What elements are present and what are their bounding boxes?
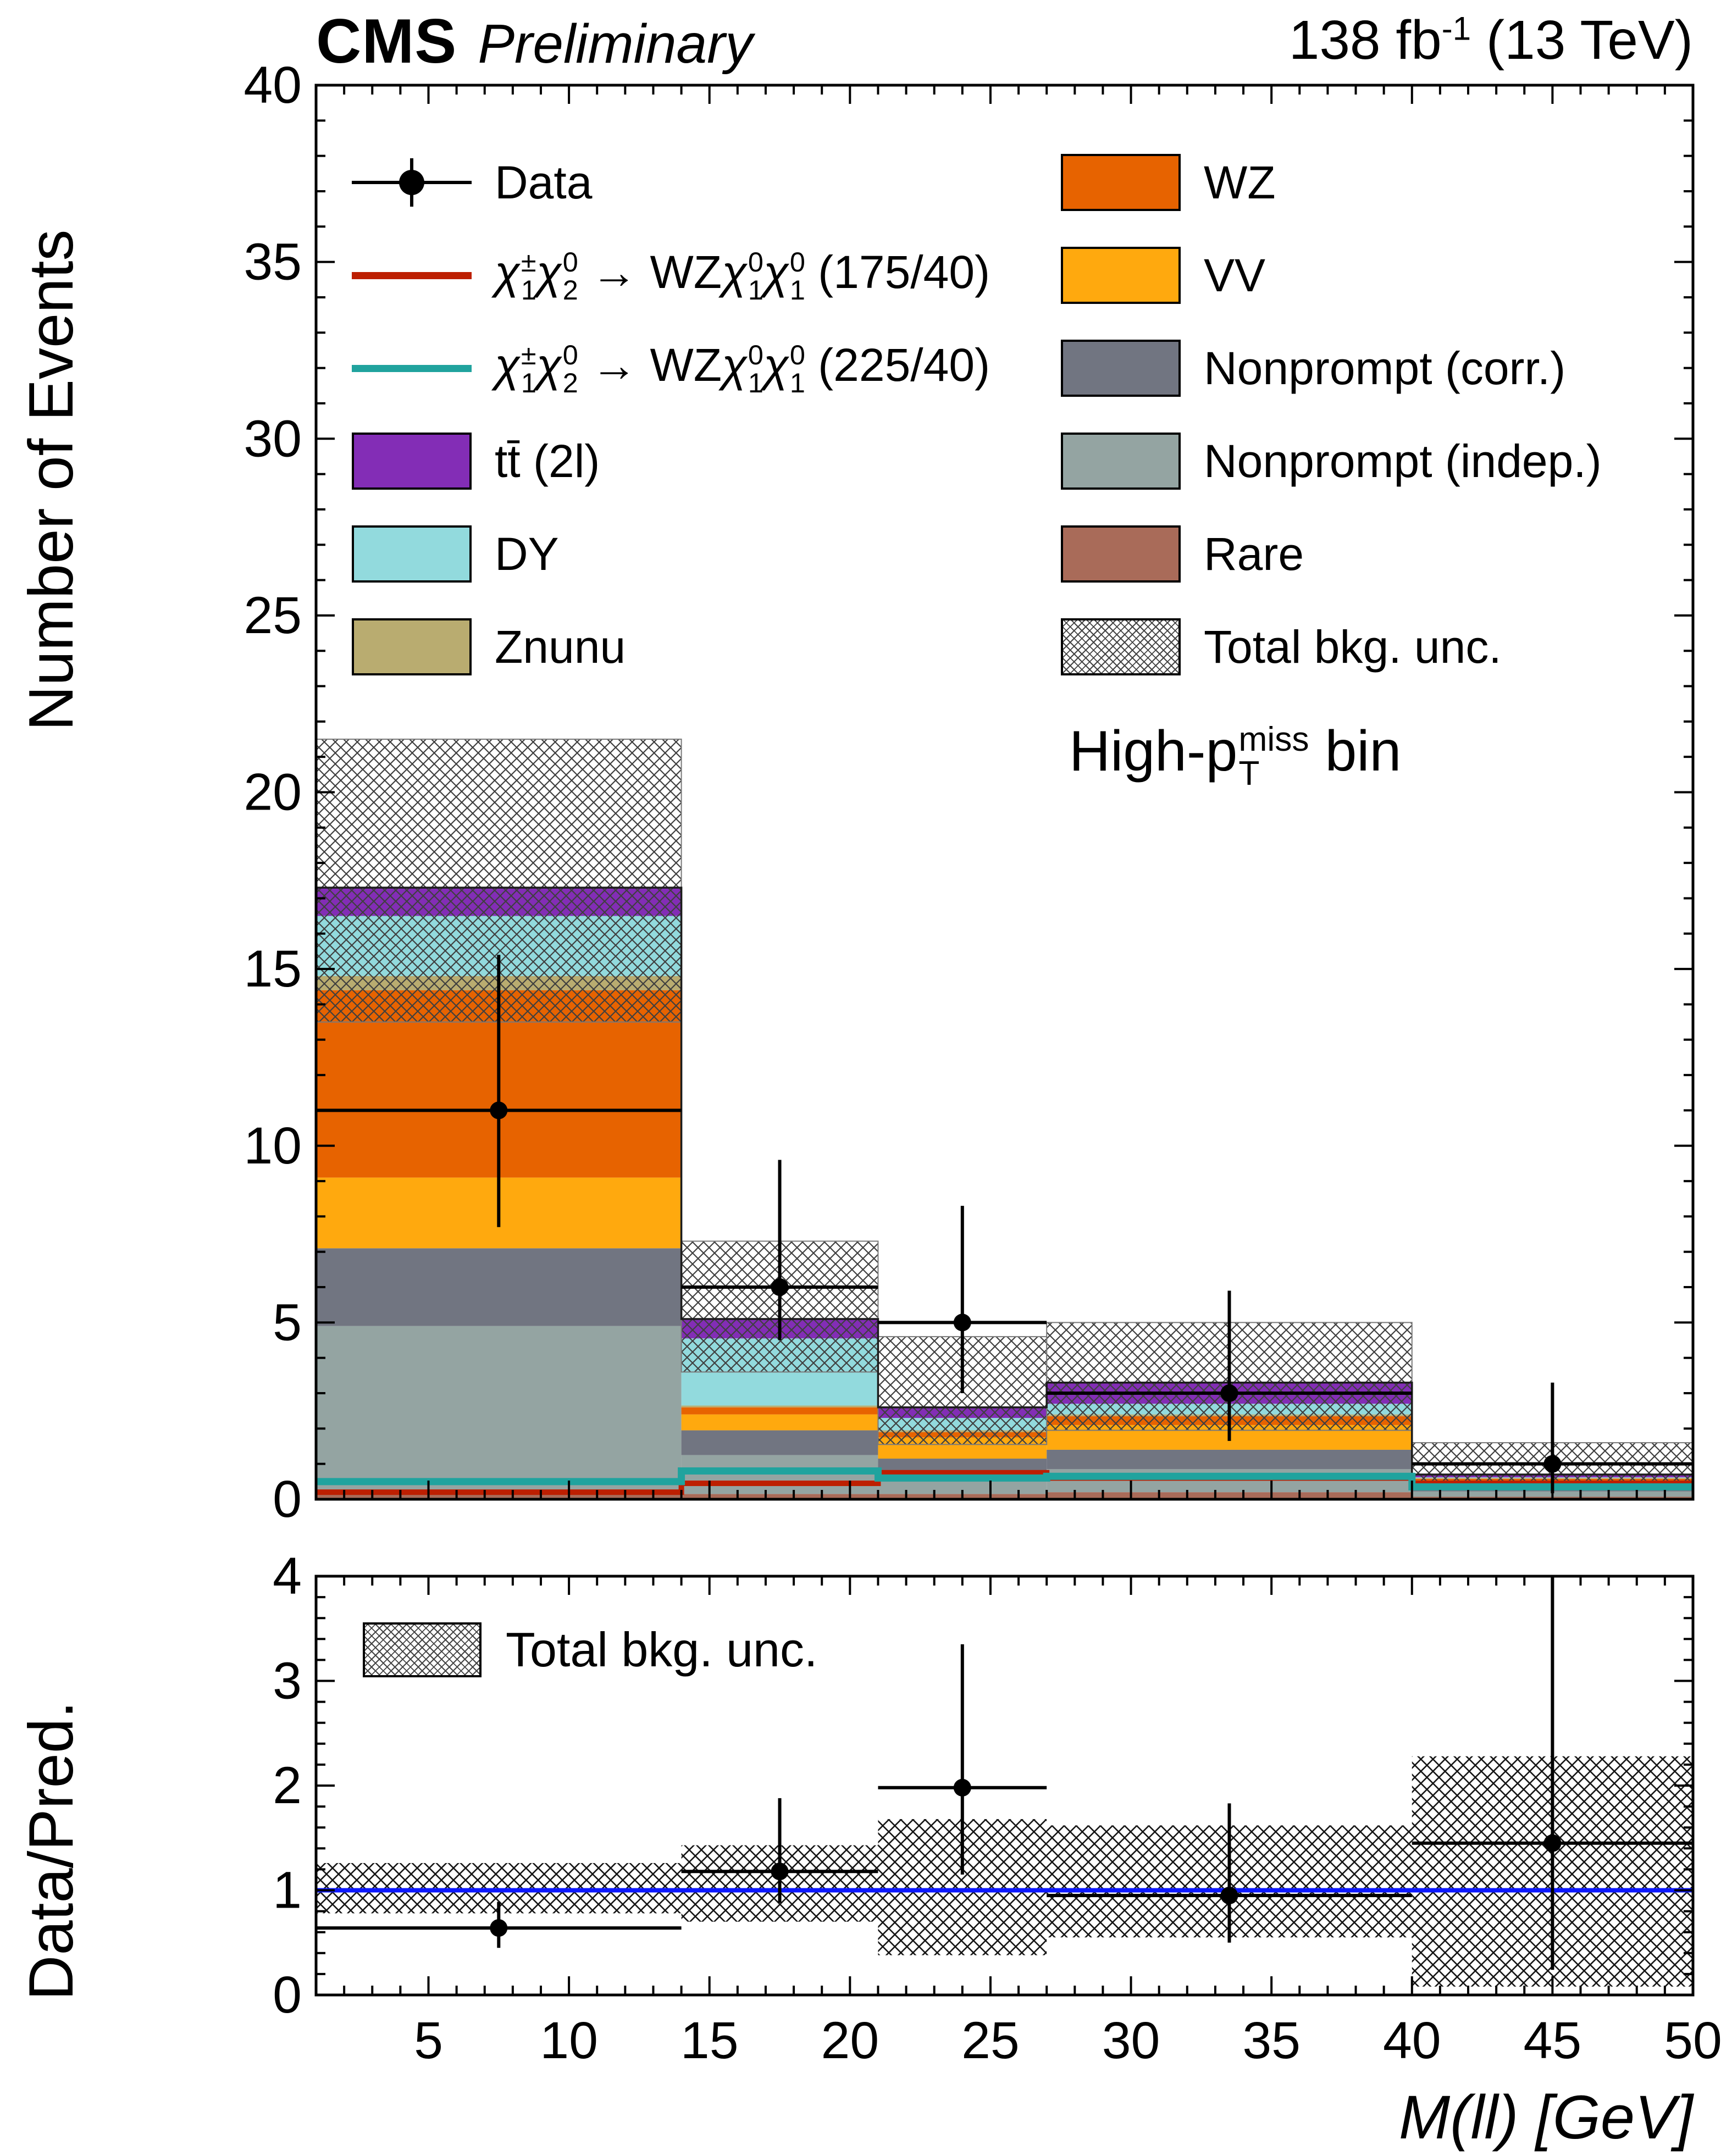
svg-text:20: 20 — [244, 763, 302, 822]
total-unc-swatch-ratio — [363, 1622, 482, 1677]
x-axis-title: M(ll) [GeV] — [1398, 2083, 1693, 2152]
svg-text:30: 30 — [244, 409, 302, 468]
svg-text:15: 15 — [244, 940, 302, 998]
svg-text:50: 50 — [1664, 2011, 1722, 2070]
svg-text:10: 10 — [244, 1117, 302, 1175]
svg-text:30: 30 — [1102, 2011, 1160, 2070]
ratio-y-axis-title: Data/Pred. — [16, 1701, 86, 2000]
svg-text:25: 25 — [244, 586, 302, 645]
svg-text:1: 1 — [273, 1861, 302, 1920]
preliminary-label: Preliminary — [478, 13, 753, 75]
svg-text:2: 2 — [273, 1756, 302, 1815]
svg-text:40: 40 — [244, 56, 302, 114]
ratio-legend-item: Total bkg. unc. — [363, 1622, 817, 1677]
plot-header: CMS Preliminary — [316, 5, 752, 77]
cms-label: CMS — [316, 7, 457, 76]
data-points-main — [316, 955, 1693, 1494]
svg-text:25: 25 — [961, 2011, 1020, 2070]
total-unc-label-ratio: Total bkg. unc. — [506, 1622, 818, 1677]
bin-annotation: High-p miss T bin — [1069, 719, 1402, 793]
svg-text:35: 35 — [244, 233, 302, 291]
ratio-unc-band — [316, 1756, 1693, 1987]
svg-text:10: 10 — [540, 2011, 598, 2070]
luminosity-label: 138 fb-1 (13 TeV) — [1288, 9, 1693, 71]
svg-text:40: 40 — [1383, 2011, 1441, 2070]
svg-text:45: 45 — [1524, 2011, 1582, 2070]
main-y-axis-title: Number of Events — [16, 229, 86, 731]
svg-text:0: 0 — [273, 1470, 302, 1528]
svg-text:5: 5 — [414, 2011, 443, 2070]
svg-text:20: 20 — [821, 2011, 879, 2070]
svg-text:5: 5 — [273, 1293, 302, 1351]
svg-text:3: 3 — [273, 1652, 302, 1710]
data-points-ratio — [316, 1576, 1693, 1970]
total-stack-outline — [316, 886, 1693, 1499]
svg-text:15: 15 — [680, 2011, 739, 2070]
svg-text:0: 0 — [273, 1966, 302, 2024]
svg-text:35: 35 — [1242, 2011, 1301, 2070]
main-axes-frame: 0 5 10 15 20 25 30 35 40 — [244, 56, 1695, 1528]
svg-text:4: 4 — [273, 1547, 302, 1605]
